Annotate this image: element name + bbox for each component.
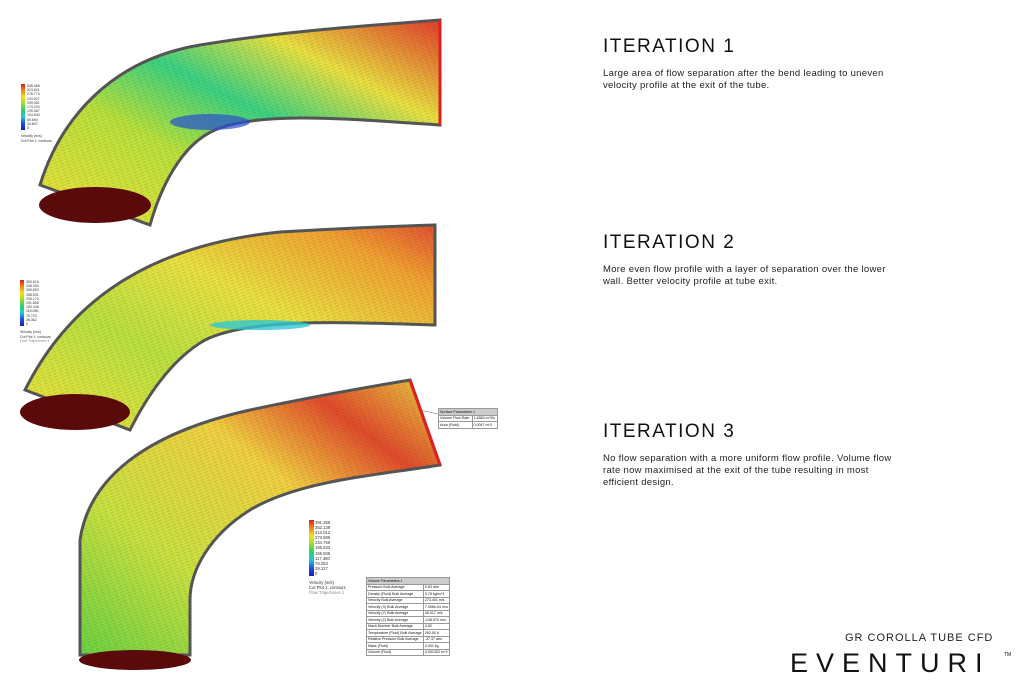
legend-value: 139.387	[27, 109, 40, 114]
legend-value: 0	[315, 570, 318, 576]
legend-value: 391.265	[315, 520, 331, 525]
volume-parameters-table: Volume Parameters 1 Pressure Bulk Averag…	[366, 577, 451, 656]
color-scale	[21, 84, 25, 130]
param-name: Area (Fluid)	[438, 421, 473, 429]
legend-unit: Velocity [m/s]	[309, 580, 334, 585]
legend-value: 352.139	[315, 525, 331, 531]
legend-value: 278.774	[27, 92, 40, 97]
table-row: Velocity (Z) Bulk Average -248.970 m/s	[366, 616, 451, 624]
param-value: 0.0047 m^2	[471, 421, 498, 429]
iteration-1-description: Large area of flow separation after the …	[603, 68, 884, 91]
legend-value: 76.723	[26, 313, 37, 318]
table-row: Velocity Bulk Average 273.401 m/s	[366, 596, 451, 604]
legend-value: 209.081	[27, 100, 40, 105]
table-row: Area (Fluid) 0.0047 m^2	[438, 421, 498, 429]
legend-caption-2: Flow Trajectories 1	[309, 590, 345, 596]
param-value: 48.017 m/s	[422, 609, 451, 617]
legend-value: 268.531	[26, 292, 39, 297]
tube-iteration-2	[20, 223, 437, 432]
legend-value: 195.633	[315, 545, 331, 551]
legend-value: 69.694	[27, 117, 38, 122]
legend-value: 34.847	[27, 121, 38, 126]
legend-values: 391.265 352.139 313.012 273.886 234.759 195.6…	[315, 520, 330, 576]
legend-value: 313.621	[27, 88, 40, 93]
param-value: 0.63 atm	[422, 583, 451, 591]
legend-caption: Cut Plot 1: contours	[21, 138, 52, 143]
color-scale	[309, 520, 314, 576]
param-value: -248.970 m/s	[422, 616, 451, 624]
project-title: GR COROLLA TUBE CFD	[845, 632, 994, 644]
iteration-3-title: ITERATION 3	[603, 421, 736, 442]
iteration-1-title: ITERATION 1	[603, 36, 736, 57]
param-value: 0.001 kg	[422, 642, 451, 650]
legend-value: 38.362	[26, 317, 37, 322]
legend-value: 191.808	[26, 301, 39, 306]
legend-unit: Velocity [m/s]	[21, 134, 42, 138]
legend-value: 115.085	[26, 309, 39, 314]
table-title: Volume Parameters 1	[366, 577, 450, 585]
param-value: 273.401 m/s	[422, 596, 451, 604]
table-row: Density (Fluid) Bulk Average 0.78 kg/m^3	[366, 590, 451, 598]
iteration-2-title: ITERATION 2	[603, 232, 736, 253]
iteration-2-description: More even flow profile with a layer of s…	[603, 264, 886, 287]
tube-iteration-3	[78, 378, 443, 670]
legend-value: 345.254	[26, 284, 39, 289]
legend-caption: Cut Plot 1: contours	[309, 585, 346, 591]
param-value: 7.006e-04 m/s	[422, 603, 451, 611]
table-row: Velocity (X) Bulk Average 7.006e-04 m/s	[366, 603, 451, 611]
legend-unit: Velocity [m/s]	[20, 330, 41, 334]
color-scale	[20, 280, 24, 326]
eventuri-logo: EVENTURI	[790, 648, 991, 678]
tube-iteration-1	[38, 18, 442, 227]
legend-value: 117.380	[315, 555, 330, 561]
table-row: Relative Pressure Bulk Average -37.37 atm	[366, 635, 451, 643]
trademark: TM	[1004, 652, 1012, 658]
legend-value: 78.253	[315, 560, 328, 566]
legend-caption-2: Flow Trajectories 1	[20, 339, 50, 343]
legend-value: 174.234	[27, 105, 40, 110]
legend-caption: Cut Plot 1: contours	[20, 334, 51, 339]
table-row: Mass (Fluid) 0.001 kg	[366, 642, 451, 650]
table-row: Pressure Bulk Average 0.63 atm	[366, 583, 451, 591]
legend-value: 273.886	[315, 535, 331, 541]
iteration-3-description: No flow separation with a more uniform f…	[603, 453, 892, 488]
legend-value: 383.616	[26, 280, 39, 284]
legend-value: 39.127	[315, 565, 328, 571]
table-row: Volume (Fluid) 0.001353 m^3	[366, 648, 451, 656]
surface-parameters-table: Surface Parameters 1 Volume Flow Rate 1.4…	[438, 408, 498, 429]
legend-value: 243.927	[27, 96, 40, 101]
legend-value: 0	[27, 126, 29, 131]
param-value: -37.37 atm	[422, 635, 451, 643]
legend-value: 0	[26, 322, 28, 327]
legend-value: 104.540	[27, 113, 40, 118]
table-row: Velocity (Y) Bulk Average 48.017 m/s	[366, 609, 451, 617]
param-value: 0.78 kg/m^3	[422, 590, 451, 598]
param-value: 262.50 K	[422, 629, 451, 637]
legend-value: 230.170	[26, 296, 39, 301]
legend-value: 156.506	[315, 550, 331, 556]
legend-value: 306.893	[26, 288, 39, 293]
legend-values: 383.616 345.254 306.893 268.531 230.170 191.8…	[26, 280, 39, 326]
legend-values: 348.468 313.621 278.774 243.927 209.081 174.2…	[27, 84, 40, 130]
table-row: Temperature (Fluid) Bulk Average 262.50 K	[366, 629, 451, 637]
param-value: 0.001353 m^3	[422, 648, 451, 656]
legend-value: 348.468	[27, 84, 40, 88]
param-name: Volume (Fluid)	[366, 648, 424, 656]
legend-value: 234.759	[315, 540, 331, 546]
param-value: 0.82	[422, 622, 451, 630]
table-row: Mach Number Bulk Average 0.82	[366, 622, 451, 630]
legend-value: 313.012	[315, 530, 331, 536]
legend-value: 153.446	[26, 305, 39, 310]
